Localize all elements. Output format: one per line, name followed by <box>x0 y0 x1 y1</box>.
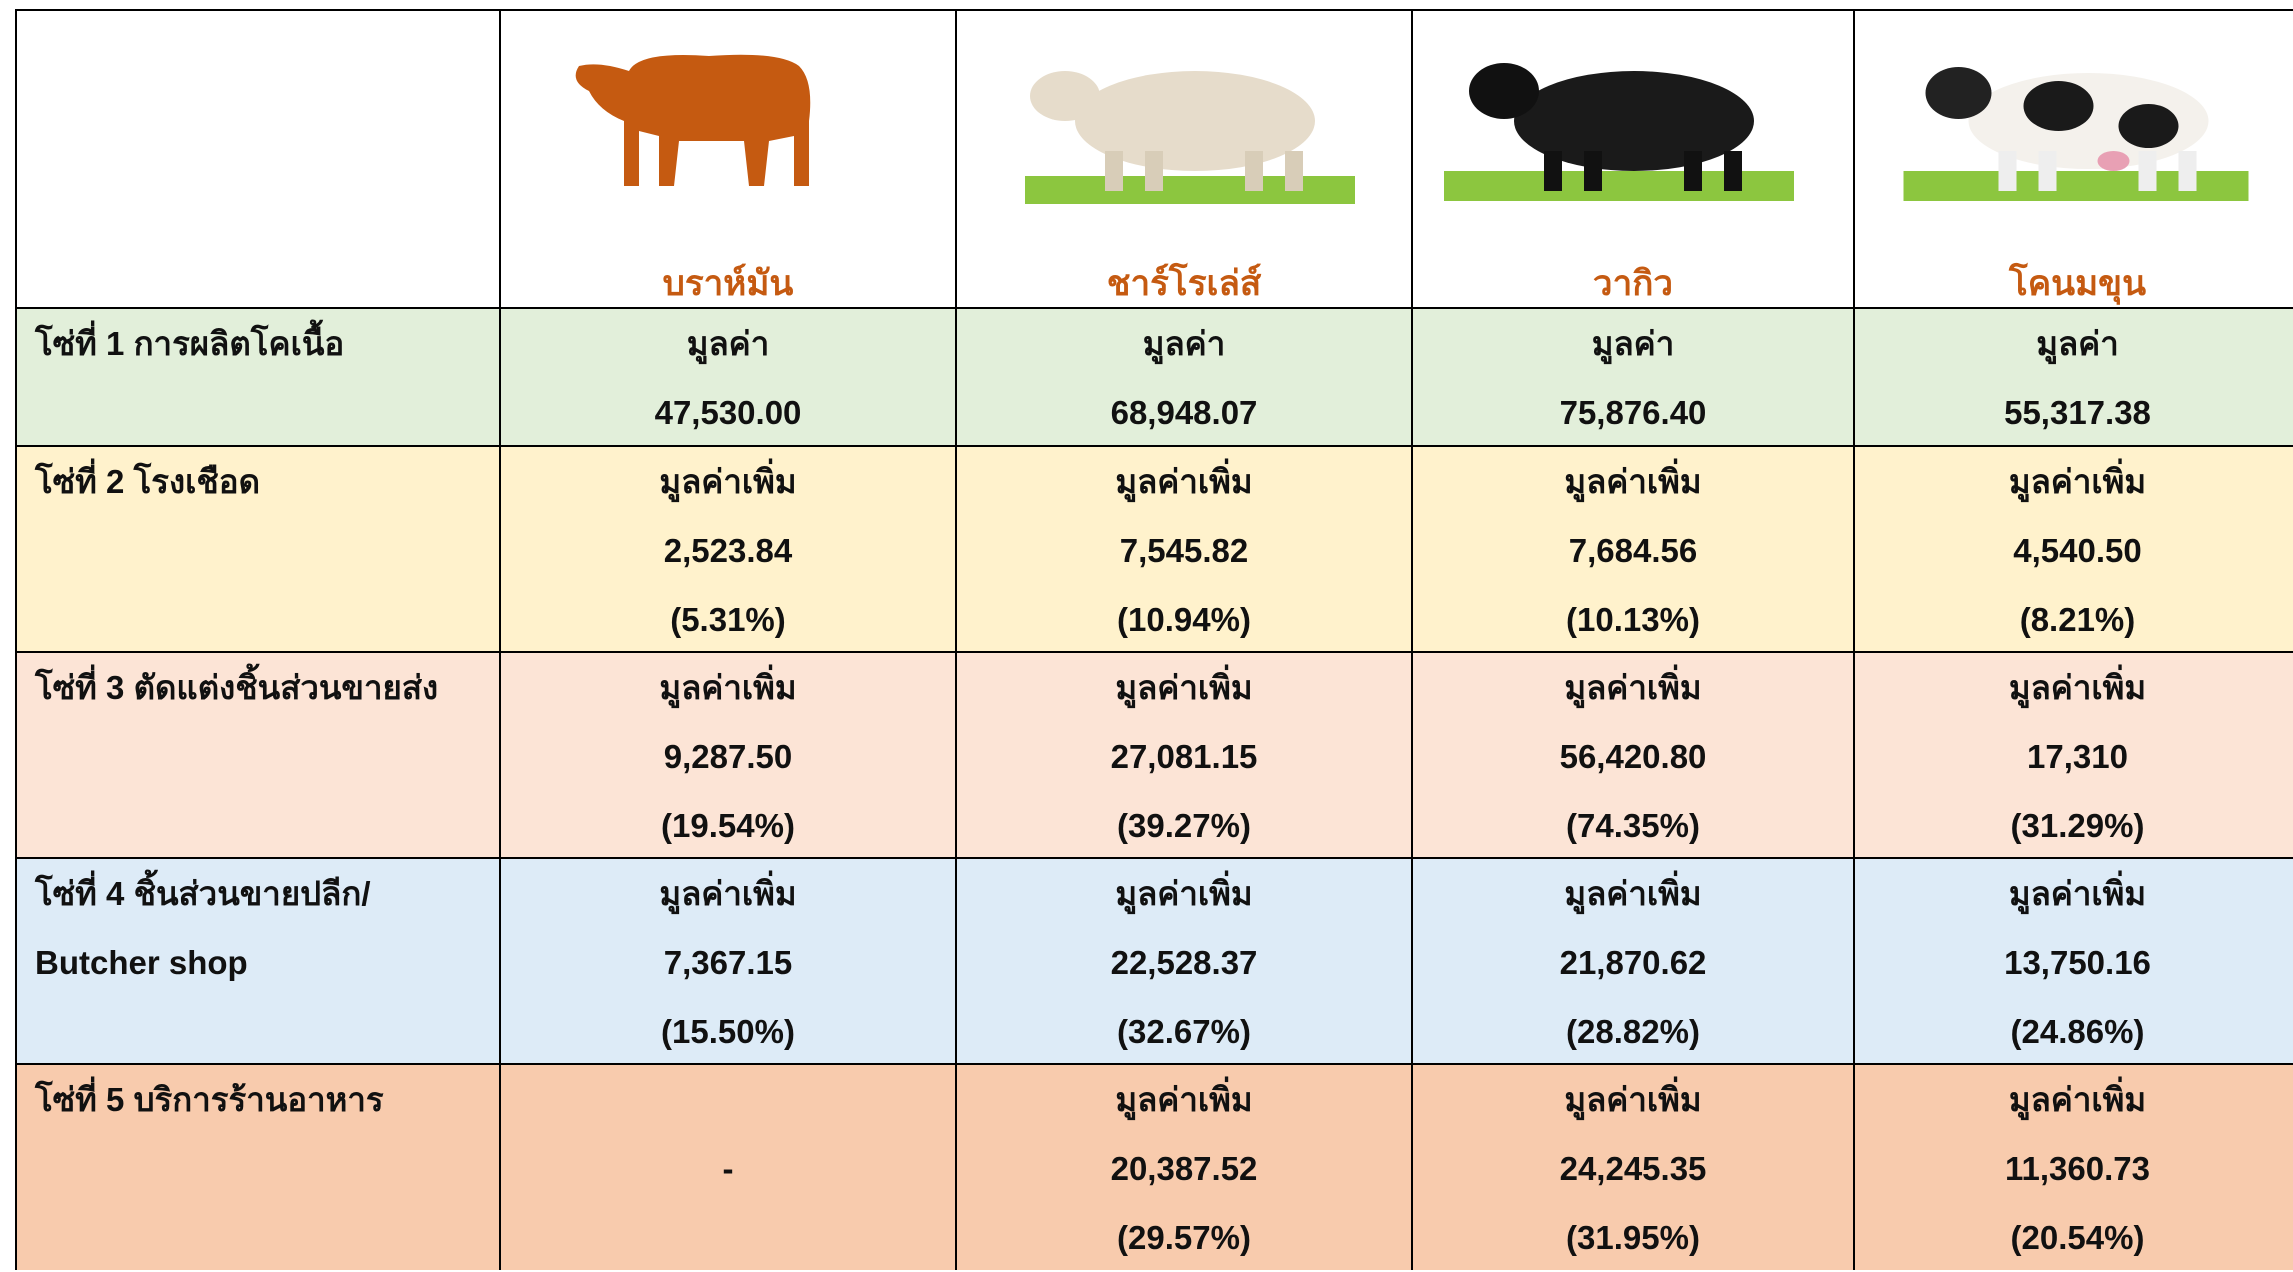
cell-line: (15.50%) <box>661 1013 795 1050</box>
cow-image <box>1903 67 2249 201</box>
cell-line: 56,420.80 <box>1559 738 1707 775</box>
value-cell: มูลค่าเพิ่ม 56,420.80 (74.35%) <box>1411 651 1853 857</box>
cell-line: มูลค่าเพิ่ม <box>2008 1081 2147 1118</box>
value-cell: มูลค่า 55,317.38 <box>1853 307 2293 445</box>
cell-line: มูลค่า <box>1591 325 1675 362</box>
value-cell: มูลค่าเพิ่ม 7,545.82 (10.94%) <box>955 445 1411 651</box>
cell-line: มูลค่าเพิ่ม <box>1115 1081 1253 1118</box>
value-cell: มูลค่าเพิ่ม 7,684.56 (10.13%) <box>1411 445 1853 651</box>
cell-line: มูลค่า <box>1142 325 1226 362</box>
label-line: โซ่ที่ 5 บริการร้านอาหาร <box>35 1081 384 1118</box>
breed-name: บราห์มัน <box>662 264 794 303</box>
column-header: ชาร์โรเล่ส์ <box>955 9 1411 307</box>
cell-line: มูลค่าเพิ่ม <box>1115 463 1253 500</box>
row-label: โซ่ที่ 1 การผลิตโคเนื้อ <box>15 307 499 445</box>
cell-line: (31.95%) <box>1566 1219 1700 1256</box>
cell-line: 55,317.38 <box>2004 394 2151 431</box>
value-cell: มูลค่าเพิ่ม 24,245.35 (31.95%) <box>1411 1063 1853 1270</box>
cell-line: 22,528.37 <box>1110 944 1258 981</box>
label-line: โซ่ที่ 4 ชิ้นส่วนขายปลีก/ <box>35 875 371 912</box>
cell-line: มูลค่าเพิ่ม <box>1564 1081 1702 1118</box>
value-cell: มูลค่าเพิ่ม 21,870.62 (28.82%) <box>1411 857 1853 1063</box>
cell-line: (5.31%) <box>670 601 786 638</box>
cell-line: (29.57%) <box>1117 1219 1251 1256</box>
cell-line: (20.54%) <box>2010 1219 2145 1256</box>
value-cell: มูลค่าเพิ่ม 22,528.37 (32.67%) <box>955 857 1411 1063</box>
value-cell: มูลค่าเพิ่ม 9,287.50 (19.54%) <box>499 651 955 857</box>
row-label: โซ่ที่ 2 โรงเชือด <box>15 445 499 651</box>
cell-line: มูลค่าเพิ่ม <box>1564 463 1702 500</box>
cell-line: (28.82%) <box>1566 1013 1700 1050</box>
label-line: โซ่ที่ 2 โรงเชือด <box>35 463 261 500</box>
cell-line: 20,387.52 <box>1110 1150 1258 1187</box>
value-cell: มูลค่าเพิ่ม 27,081.15 (39.27%) <box>955 651 1411 857</box>
cell-line: มูลค่าเพิ่ม <box>659 875 797 912</box>
value-cell: มูลค่า 47,530.00 <box>499 307 955 445</box>
cell-line: 7,684.56 <box>1568 532 1698 569</box>
cow-image <box>575 54 811 186</box>
cell-line: 68,948.07 <box>1110 394 1258 431</box>
cow-image <box>1444 63 1794 201</box>
cow-image <box>1025 71 1355 204</box>
cell-line: (32.67%) <box>1117 1013 1251 1050</box>
cell-line: มูลค่าเพิ่ม <box>1564 875 1702 912</box>
cell-line: 4,540.50 <box>2013 532 2142 569</box>
row-label: โซ่ที่ 4 ชิ้นส่วนขายปลีก/Butcher shop <box>15 857 499 1063</box>
cell-line: (8.21%) <box>2019 601 2136 638</box>
cell-line: (74.35%) <box>1566 807 1700 844</box>
cell-line: มูลค่าเพิ่ม <box>2008 669 2147 706</box>
cell-line: มูลค่าเพิ่ม <box>1115 875 1253 912</box>
cell-line: 2,523.84 <box>663 532 793 569</box>
cell-line: 47,530.00 <box>654 394 802 431</box>
column-header: วากิว <box>1411 9 1853 307</box>
cell-line: (24.86%) <box>2010 1013 2145 1050</box>
cell-line: (10.94%) <box>1117 601 1251 638</box>
value-cell: มูลค่าเพิ่ม 13,750.16 (24.86%) <box>1853 857 2293 1063</box>
value-cell: มูลค่าเพิ่ม 7,367.15 (15.50%) <box>499 857 955 1063</box>
row-label: โซ่ที่ 5 บริการร้านอาหาร <box>15 1063 499 1270</box>
label-line: โซ่ที่ 1 การผลิตโคเนื้อ <box>35 325 345 362</box>
cell-line: 7,367.15 <box>663 944 793 981</box>
column-header: บราห์มัน <box>499 9 955 307</box>
cell-line: มูลค่าเพิ่ม <box>2008 875 2147 912</box>
cell-line: 21,870.62 <box>1559 944 1707 981</box>
value-cell: - <box>499 1063 955 1270</box>
value-cell: มูลค่าเพิ่ม 11,360.73 (20.54%) <box>1853 1063 2293 1270</box>
value-cell: มูลค่า 75,876.40 <box>1411 307 1853 445</box>
cell-line: มูลค่าเพิ่ม <box>659 669 797 706</box>
cell-line: มูลค่าเพิ่ม <box>2008 463 2147 500</box>
value-cell: มูลค่าเพิ่ม 20,387.52 (29.57%) <box>955 1063 1411 1270</box>
cell-line: มูลค่า <box>686 325 770 362</box>
value-cell: มูลค่าเพิ่ม 2,523.84 (5.31%) <box>499 445 955 651</box>
corner-cell <box>15 9 499 307</box>
value-cell: มูลค่าเพิ่ม 4,540.50 (8.21%) <box>1853 445 2293 651</box>
cell-line: 75,876.40 <box>1559 394 1707 431</box>
breed-name: โคนมขุน <box>2008 264 2147 303</box>
cell-line: - <box>722 1150 734 1187</box>
cell-line: มูลค่าเพิ่ม <box>659 463 797 500</box>
cell-line: มูลค่าเพิ่ม <box>1564 669 1702 706</box>
cell-line: (19.54%) <box>661 807 795 844</box>
breed-name: วากิว <box>1592 264 1674 303</box>
value-cell: มูลค่า 68,948.07 <box>955 307 1411 445</box>
cell-line: 17,310 <box>2027 738 2128 775</box>
cell-line: 13,750.16 <box>2004 944 2151 981</box>
value-cell: มูลค่าเพิ่ม 17,310 (31.29%) <box>1853 651 2293 857</box>
cell-line: (31.29%) <box>2010 807 2145 844</box>
cell-line: (10.13%) <box>1566 601 1700 638</box>
cell-line: 9,287.50 <box>663 738 793 775</box>
row-label: โซ่ที่ 3 ตัดแต่งชิ้นส่วนขายส่ง <box>15 651 499 857</box>
cell-line: 27,081.15 <box>1110 738 1258 775</box>
cell-line: 24,245.35 <box>1559 1150 1707 1187</box>
cell-line: 11,360.73 <box>2005 1150 2150 1187</box>
cell-line: (39.27%) <box>1117 807 1251 844</box>
cell-line: มูลค่า <box>2036 325 2119 362</box>
cell-line: มูลค่าเพิ่ม <box>1115 669 1253 706</box>
column-header: โคนมขุน <box>1853 9 2293 307</box>
label-line: โซ่ที่ 3 ตัดแต่งชิ้นส่วนขายส่ง <box>35 669 439 706</box>
cell-line: 7,545.82 <box>1119 532 1249 569</box>
label-line: Butcher shop <box>35 944 248 981</box>
breed-name: ชาร์โรเล่ส์ <box>1106 264 1262 303</box>
